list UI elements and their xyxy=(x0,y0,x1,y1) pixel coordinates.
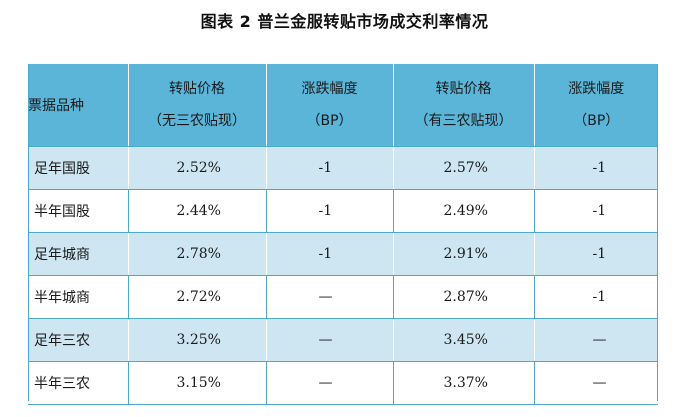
cell-price-with-sannong: 3.37% xyxy=(393,361,535,405)
header-price-no-sannong: 转贴价格 （无三农贴现） xyxy=(128,64,267,147)
cell-kind: 足年三农 xyxy=(28,318,129,362)
header-price-with-sannong-sub: （有三农贴现） xyxy=(414,113,513,129)
cell-change-with-sannong: — xyxy=(534,318,658,362)
header-kind: 票据品种 xyxy=(28,64,129,147)
cell-kind: 半年城商 xyxy=(28,275,129,319)
cell-price-with-sannong: 2.87% xyxy=(393,275,535,319)
table-row: 半年城商 2.72% — 2.87% -1 xyxy=(28,275,658,319)
header-price-with-sannong-label: 转贴价格 xyxy=(435,81,492,97)
cell-change-no-sannong: -1 xyxy=(266,146,394,190)
header-row: 票据品种 转贴价格 （无三农贴现） 涨跌幅度 （BP） 转贴价格 （有三农贴现）… xyxy=(28,64,658,147)
cell-change-no-sannong: -1 xyxy=(266,189,394,233)
header-change-no-sannong-unit: （BP） xyxy=(306,113,353,129)
rate-table: 票据品种 转贴价格 （无三农贴现） 涨跌幅度 （BP） 转贴价格 （有三农贴现）… xyxy=(28,64,658,405)
table-row: 足年国股 2.52% -1 2.57% -1 xyxy=(28,146,658,190)
cell-price-no-sannong: 3.25% xyxy=(128,318,267,362)
cell-change-with-sannong: -1 xyxy=(534,275,658,319)
cell-price-no-sannong: 2.78% xyxy=(128,232,267,276)
cell-price-with-sannong: 2.49% xyxy=(393,189,535,233)
cell-price-no-sannong: 2.72% xyxy=(128,275,267,319)
table-row: 足年城商 2.78% -1 2.91% -1 xyxy=(28,232,658,276)
cell-price-no-sannong: 2.44% xyxy=(128,189,267,233)
header-change-with-sannong-label: 涨跌幅度 xyxy=(568,81,625,97)
header-price-no-sannong-sub: （无三农贴现） xyxy=(148,113,246,129)
cell-price-no-sannong: 3.15% xyxy=(128,361,267,405)
cell-kind: 足年国股 xyxy=(28,146,129,190)
cell-kind: 半年三农 xyxy=(28,361,129,405)
cell-price-with-sannong: 2.57% xyxy=(393,146,535,190)
cell-price-with-sannong: 2.91% xyxy=(393,232,535,276)
header-price-with-sannong: 转贴价格 （有三农贴现） xyxy=(393,64,535,147)
cell-change-with-sannong: — xyxy=(534,361,658,405)
cell-change-with-sannong: -1 xyxy=(534,189,658,233)
cell-change-with-sannong: -1 xyxy=(534,146,658,190)
header-change-no-sannong: 涨跌幅度 （BP） xyxy=(266,64,394,147)
cell-price-no-sannong: 2.52% xyxy=(128,146,267,190)
cell-kind: 半年国股 xyxy=(28,189,129,233)
cell-price-with-sannong: 3.45% xyxy=(393,318,535,362)
figure-title: 图表 2 普兰金服转贴市场成交利率情况 xyxy=(200,12,489,31)
header-change-with-sannong-unit: （BP） xyxy=(573,113,620,129)
cell-change-no-sannong: — xyxy=(266,361,394,405)
header-change-with-sannong: 涨跌幅度 （BP） xyxy=(534,64,658,147)
table-row: 足年三农 3.25% — 3.45% — xyxy=(28,318,658,362)
cell-change-no-sannong: -1 xyxy=(266,232,394,276)
table-row: 半年三农 3.15% — 3.37% — xyxy=(28,361,658,405)
cell-change-with-sannong: -1 xyxy=(534,232,658,276)
cell-kind: 足年城商 xyxy=(28,232,129,276)
header-kind-label: 票据品种 xyxy=(28,98,84,114)
header-price-no-sannong-label: 转贴价格 xyxy=(169,81,225,97)
cell-change-no-sannong: — xyxy=(266,275,394,319)
header-change-no-sannong-label: 涨跌幅度 xyxy=(301,81,358,97)
table-row: 半年国股 2.44% -1 2.49% -1 xyxy=(28,189,658,233)
cell-change-no-sannong: — xyxy=(266,318,394,362)
